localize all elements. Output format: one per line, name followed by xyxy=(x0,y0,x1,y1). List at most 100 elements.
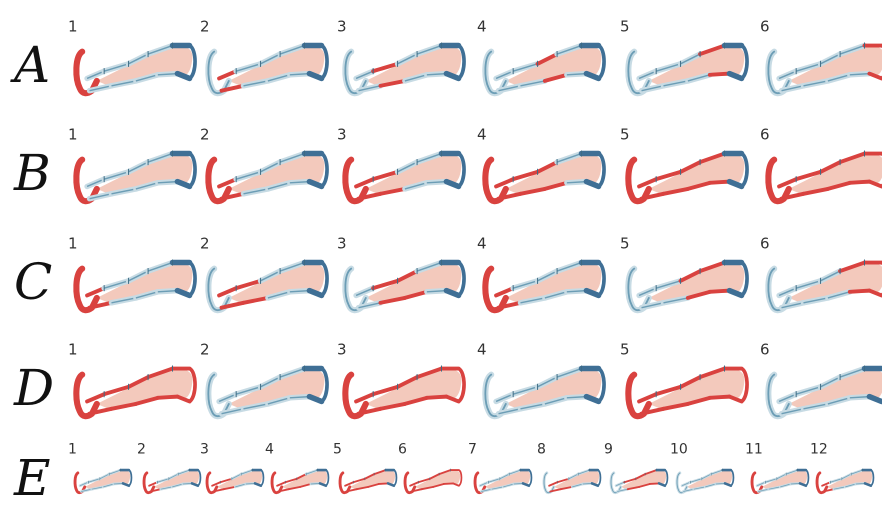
chamber-5-bottom xyxy=(798,482,808,488)
leg-fill xyxy=(505,263,602,305)
chamber-4-outline xyxy=(426,72,447,76)
leg-fill xyxy=(228,263,325,305)
leg-diagram xyxy=(403,468,463,495)
step-panel: 4 xyxy=(477,341,606,420)
thigh-cap xyxy=(528,469,533,487)
chamber-2-top xyxy=(102,384,131,397)
chamber-3-outline xyxy=(235,483,246,488)
chamber-2-bottom xyxy=(661,401,690,411)
step-panel: 2 xyxy=(200,126,329,205)
thigh-cap xyxy=(128,469,133,487)
leg-diagram xyxy=(73,468,133,495)
row-letter: E xyxy=(13,449,51,507)
step-number: 3 xyxy=(200,442,209,458)
leg-diagram xyxy=(765,42,882,97)
chamber-5-bottom xyxy=(174,178,193,190)
thigh-cap xyxy=(188,43,197,81)
chamber-3-outline xyxy=(103,483,114,488)
chamber-4-top xyxy=(838,151,867,165)
chamber-1-outline xyxy=(218,393,237,403)
chamber-1-top xyxy=(217,286,239,298)
leg-diagram xyxy=(205,150,329,205)
chamber-2-bottom xyxy=(661,186,690,196)
chamber-3-outline xyxy=(135,74,159,82)
chamber-2-bottom xyxy=(378,401,407,411)
chamber-5-bottom xyxy=(867,179,882,189)
chamber-3-bottom xyxy=(402,395,429,406)
row-d: D1 2 3 4 5 6 xyxy=(13,341,882,420)
step-number: 7 xyxy=(468,442,477,458)
chamber-4-bottom xyxy=(377,482,389,485)
chamber-4-outline xyxy=(289,72,310,76)
chamber-1-outline xyxy=(756,481,766,487)
leg-fill xyxy=(648,263,745,305)
chamber-4-outline xyxy=(556,367,582,378)
chamber-5-bottom xyxy=(726,178,745,190)
leg-fill xyxy=(788,154,882,196)
chamber-5-bottom xyxy=(723,482,733,488)
step-number: 5 xyxy=(620,341,630,359)
chamber-3-outline xyxy=(841,473,852,480)
chamber-4-outline xyxy=(509,469,521,475)
chamber-1-top xyxy=(494,286,516,298)
chamber-3-outline xyxy=(267,182,291,190)
chamber-2-top xyxy=(623,477,637,484)
step-number: 6 xyxy=(760,235,770,253)
chamber-2-outline xyxy=(91,486,104,490)
chamber-1-outline xyxy=(221,408,244,415)
step-panel: 7 xyxy=(468,442,533,495)
thigh-cap xyxy=(597,366,606,404)
chamber-4-outline xyxy=(241,469,253,475)
chamber-3-outline xyxy=(404,74,428,82)
chamber-4-top xyxy=(698,366,727,380)
chamber-3-bottom xyxy=(432,483,445,488)
chamber-2-top xyxy=(284,477,298,484)
chamber-3-outline xyxy=(827,291,851,299)
chamber-5-bottom xyxy=(174,287,193,299)
chamber-2-top xyxy=(371,169,400,182)
row-b: B1 2 3 4 5 6 xyxy=(13,126,882,205)
chamber-1-bottom xyxy=(779,191,806,201)
chamber-1-top xyxy=(148,481,159,487)
chamber-2-outline xyxy=(243,80,269,87)
step-panel: 1 xyxy=(68,18,197,97)
chamber-3-bottom xyxy=(299,483,312,488)
leg-fill xyxy=(648,154,745,196)
thigh-cap xyxy=(870,469,875,487)
chamber-2-outline xyxy=(103,171,129,180)
step-panel: 5 xyxy=(620,235,749,314)
step-number: 3 xyxy=(337,126,347,144)
chamber-2-top xyxy=(794,169,823,182)
chamber-4-outline xyxy=(851,469,863,475)
chamber-3-outline xyxy=(128,161,149,173)
leg-fill xyxy=(505,369,602,411)
step-panel: 12 xyxy=(810,442,875,495)
chamber-1-bottom xyxy=(219,191,246,201)
chamber-1-outline xyxy=(617,488,628,492)
step-panel: 4 xyxy=(477,126,606,205)
leg-diagram xyxy=(482,365,606,420)
chamber-2-outline xyxy=(663,80,689,87)
chamber-2-outline xyxy=(488,478,500,483)
chamber-2-bottom xyxy=(801,186,830,196)
leg-diagram xyxy=(205,468,265,495)
chamber-4-outline xyxy=(556,152,582,163)
chamber-1-top xyxy=(409,481,420,487)
step-number: 5 xyxy=(620,18,630,36)
chamber-4-top xyxy=(438,469,452,476)
step-panel: 2 xyxy=(137,442,202,495)
leg-diagram xyxy=(205,365,329,420)
chamber-5-bottom xyxy=(443,70,462,82)
chamber-4-outline xyxy=(310,483,321,485)
chamber-1-outline xyxy=(641,85,664,92)
thigh-cap xyxy=(597,151,606,189)
chamber-1-outline xyxy=(81,488,92,492)
leg-diagram xyxy=(815,468,875,495)
chamber-4-outline xyxy=(566,395,587,399)
leg-diagram xyxy=(342,365,466,420)
chamber-foot xyxy=(625,371,652,420)
chamber-3-top xyxy=(395,375,420,389)
chamber-1-top xyxy=(354,177,376,189)
chamber-4-bottom xyxy=(847,288,872,294)
